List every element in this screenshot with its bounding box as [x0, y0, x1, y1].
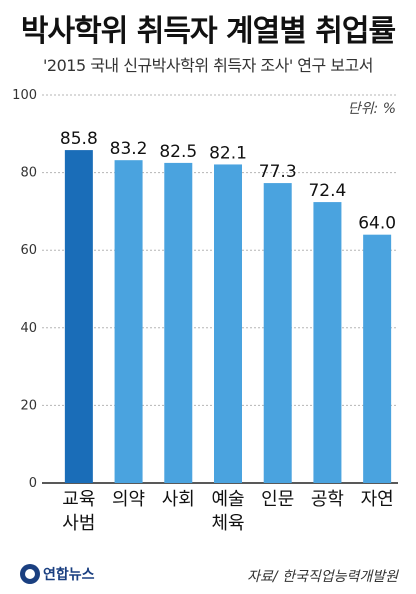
value-label: 83.2: [110, 139, 148, 159]
value-label: 82.5: [159, 142, 197, 162]
unit-label: 단위: %: [347, 101, 396, 117]
value-label: 85.8: [60, 129, 98, 149]
category-label: 공학: [311, 489, 344, 510]
category-label: 사범: [62, 513, 95, 534]
bar: [114, 160, 143, 483]
chart-subtitle: '2015 국내 신규박사학위 취득자 조사' 연구 보고서: [43, 56, 374, 75]
yonhap-logo-icon: [20, 564, 40, 584]
logo-text: 연합뉴스: [43, 567, 95, 583]
bar-chart: 0 20 40 60 80 100 85.8 83.2 82.5 82.1 77.3 72.4 64.…: [12, 88, 398, 534]
category-label: 사회: [162, 489, 195, 510]
value-label: 77.3: [259, 162, 297, 182]
category-label: 교육: [62, 489, 95, 510]
y-tick-label: 100: [12, 88, 37, 103]
y-tick-label: 20: [20, 398, 37, 413]
y-tick-label: 80: [20, 166, 37, 181]
value-labels: 85.8 83.2 82.5 82.1 77.3 72.4 64.0: [60, 129, 396, 234]
category-label: 체육: [211, 513, 244, 534]
bar: [64, 150, 93, 483]
value-label: 72.4: [308, 181, 346, 201]
bar: [164, 162, 193, 483]
value-label: 64.0: [358, 214, 396, 234]
y-tick-label: 40: [20, 321, 37, 336]
bar: [263, 183, 292, 484]
y-tick-labels: 0 20 40 60 80 100: [12, 88, 37, 491]
bar: [214, 164, 242, 483]
bar: [313, 202, 342, 483]
source-label: 자료/ 한국직업능력개발원: [247, 569, 398, 585]
value-label: 82.1: [209, 143, 247, 163]
y-tick-label: 60: [20, 243, 37, 258]
category-label: 자연: [361, 489, 394, 510]
logo: 연합뉴스: [20, 562, 95, 586]
y-tick-label: 0: [29, 476, 37, 491]
category-label: 인문: [261, 489, 294, 510]
bars: [64, 150, 392, 484]
category-label: 의약: [112, 489, 145, 510]
category-label: 예술: [211, 489, 244, 510]
bar: [363, 234, 392, 483]
chart-title: 박사학위 취득자 계열별 취업률: [20, 14, 396, 49]
